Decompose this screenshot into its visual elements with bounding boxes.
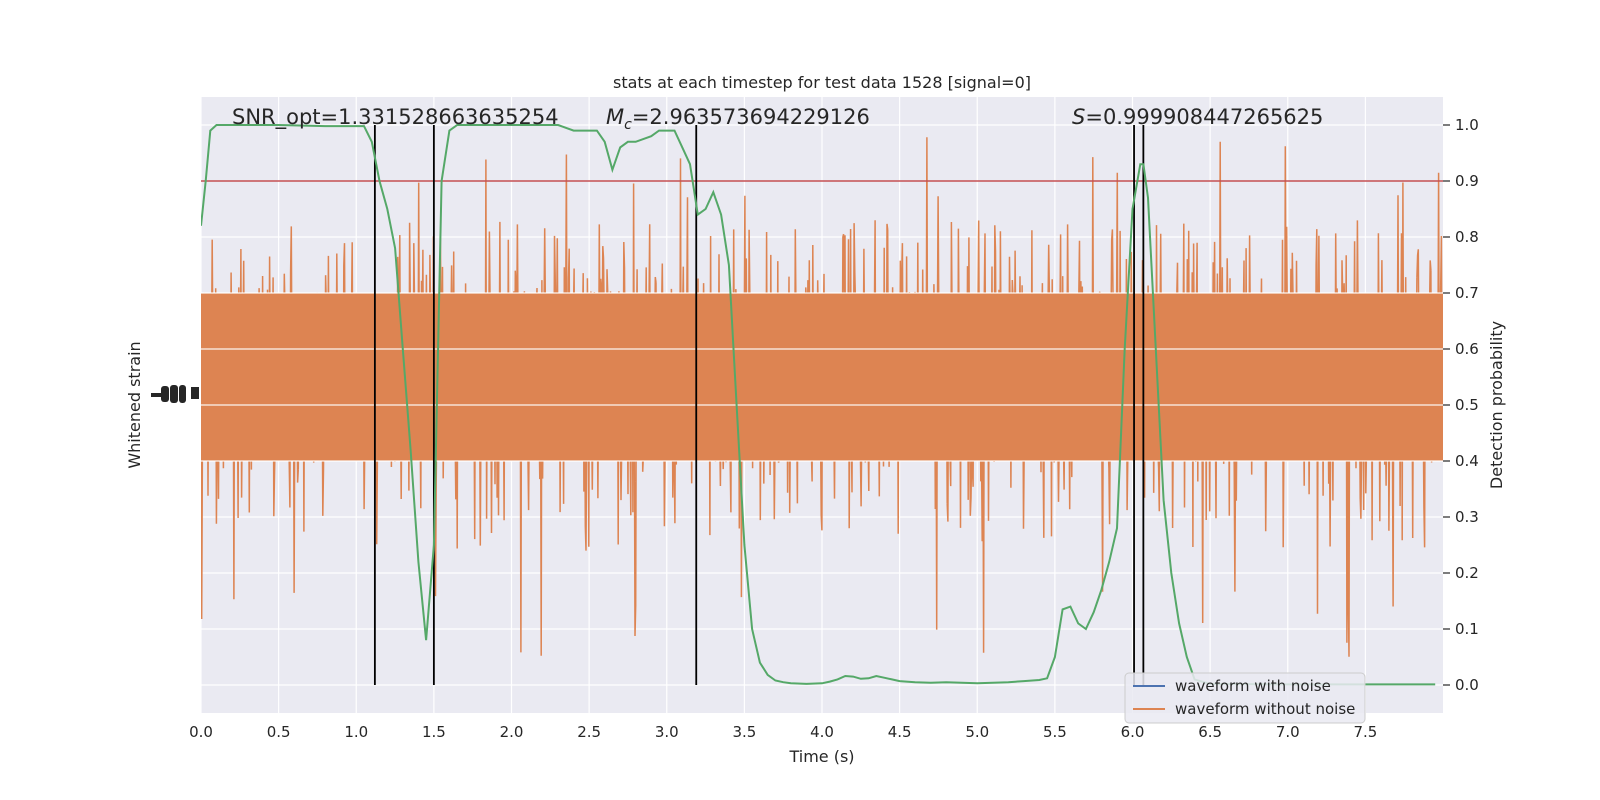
x-tick-label: 2.0 <box>500 723 524 741</box>
y-right-axis-label: Detection probability <box>1487 321 1506 489</box>
legend-label-waveform-with-noise: waveform with noise <box>1175 677 1331 695</box>
y-right-tick-label: 0.1 <box>1455 620 1479 638</box>
chirp-mass-subscript: c <box>624 117 632 133</box>
y-right-tick-label: 0.0 <box>1455 676 1479 694</box>
legend-box <box>1124 672 1366 724</box>
x-tick-label: 6.5 <box>1198 723 1222 741</box>
s-symbol: S <box>1072 105 1085 129</box>
y-right-tick-label: 0.7 <box>1455 284 1479 302</box>
x-tick-label: 2.5 <box>577 723 601 741</box>
y-right-tick-label: 0.2 <box>1455 564 1479 582</box>
y-right-tick-label: 0.3 <box>1455 508 1479 526</box>
y-right-tick-label: 0.5 <box>1455 396 1479 414</box>
chirp-mass-value: =2.963573694229126 <box>632 105 870 129</box>
y-right-tick-label: 0.6 <box>1455 340 1479 358</box>
x-tick-label: 7.5 <box>1353 723 1377 741</box>
x-tick-label: 6.0 <box>1121 723 1145 741</box>
s-annotation: S=0.999908447265625 <box>1072 105 1323 129</box>
x-tick-label: 3.5 <box>732 723 756 741</box>
detection-probability-line <box>201 124 1436 686</box>
x-tick-label: 3.0 <box>655 723 679 741</box>
x-tick-label: 5.5 <box>1043 723 1067 741</box>
x-axis-ticks: 0.0 0.5 1.0 1.5 2.0 2.5 3.0 3.5 4.0 4.5 5.0 5.5 6.0 6… <box>189 723 1377 741</box>
chart-title: stats at each timestep for test data 152… <box>613 73 1031 92</box>
x-tick-label: 4.0 <box>810 723 834 741</box>
x-tick-label: 5.0 <box>965 723 989 741</box>
x-tick-label: 4.5 <box>888 723 912 741</box>
legend-label-waveform-without-noise: waveform without noise <box>1175 700 1355 718</box>
x-tick-label: 0.0 <box>189 723 213 741</box>
y-right-axis-ticks: 0.0 0.1 0.2 0.3 0.4 0.5 0.6 0.7 0.8 0.9 1.0 <box>1443 116 1479 694</box>
vertical-markers <box>373 125 1145 685</box>
waveform-dense-band <box>201 293 1443 461</box>
legend: waveform with noise waveform without noi… <box>1124 672 1366 724</box>
x-tick-label: 0.5 <box>267 723 291 741</box>
left-axis-overlapped-ticks <box>151 385 199 403</box>
snr-annotation: SNR_opt=1.331528663635254 <box>232 105 559 130</box>
x-tick-label: 7.0 <box>1276 723 1300 741</box>
s-value: =0.999908447265625 <box>1085 105 1323 129</box>
y-right-tick-label: 0.9 <box>1455 172 1479 190</box>
chirp-mass-annotation: Mc=2.963573694229126 <box>606 105 870 133</box>
detection-probability-series <box>201 124 1436 686</box>
x-tick-label: 1.0 <box>344 723 368 741</box>
chirp-mass-symbol: M <box>606 105 624 129</box>
y-right-tick-label: 0.8 <box>1455 228 1479 246</box>
waveform-without-noise-series <box>201 137 1443 657</box>
x-tick-label: 1.5 <box>422 723 446 741</box>
x-axis-label: Time (s) <box>788 747 854 766</box>
y-left-axis-label: Whitened strain <box>125 341 144 468</box>
y-right-tick-label: 0.4 <box>1455 452 1479 470</box>
y-right-tick-label: 1.0 <box>1455 116 1479 134</box>
